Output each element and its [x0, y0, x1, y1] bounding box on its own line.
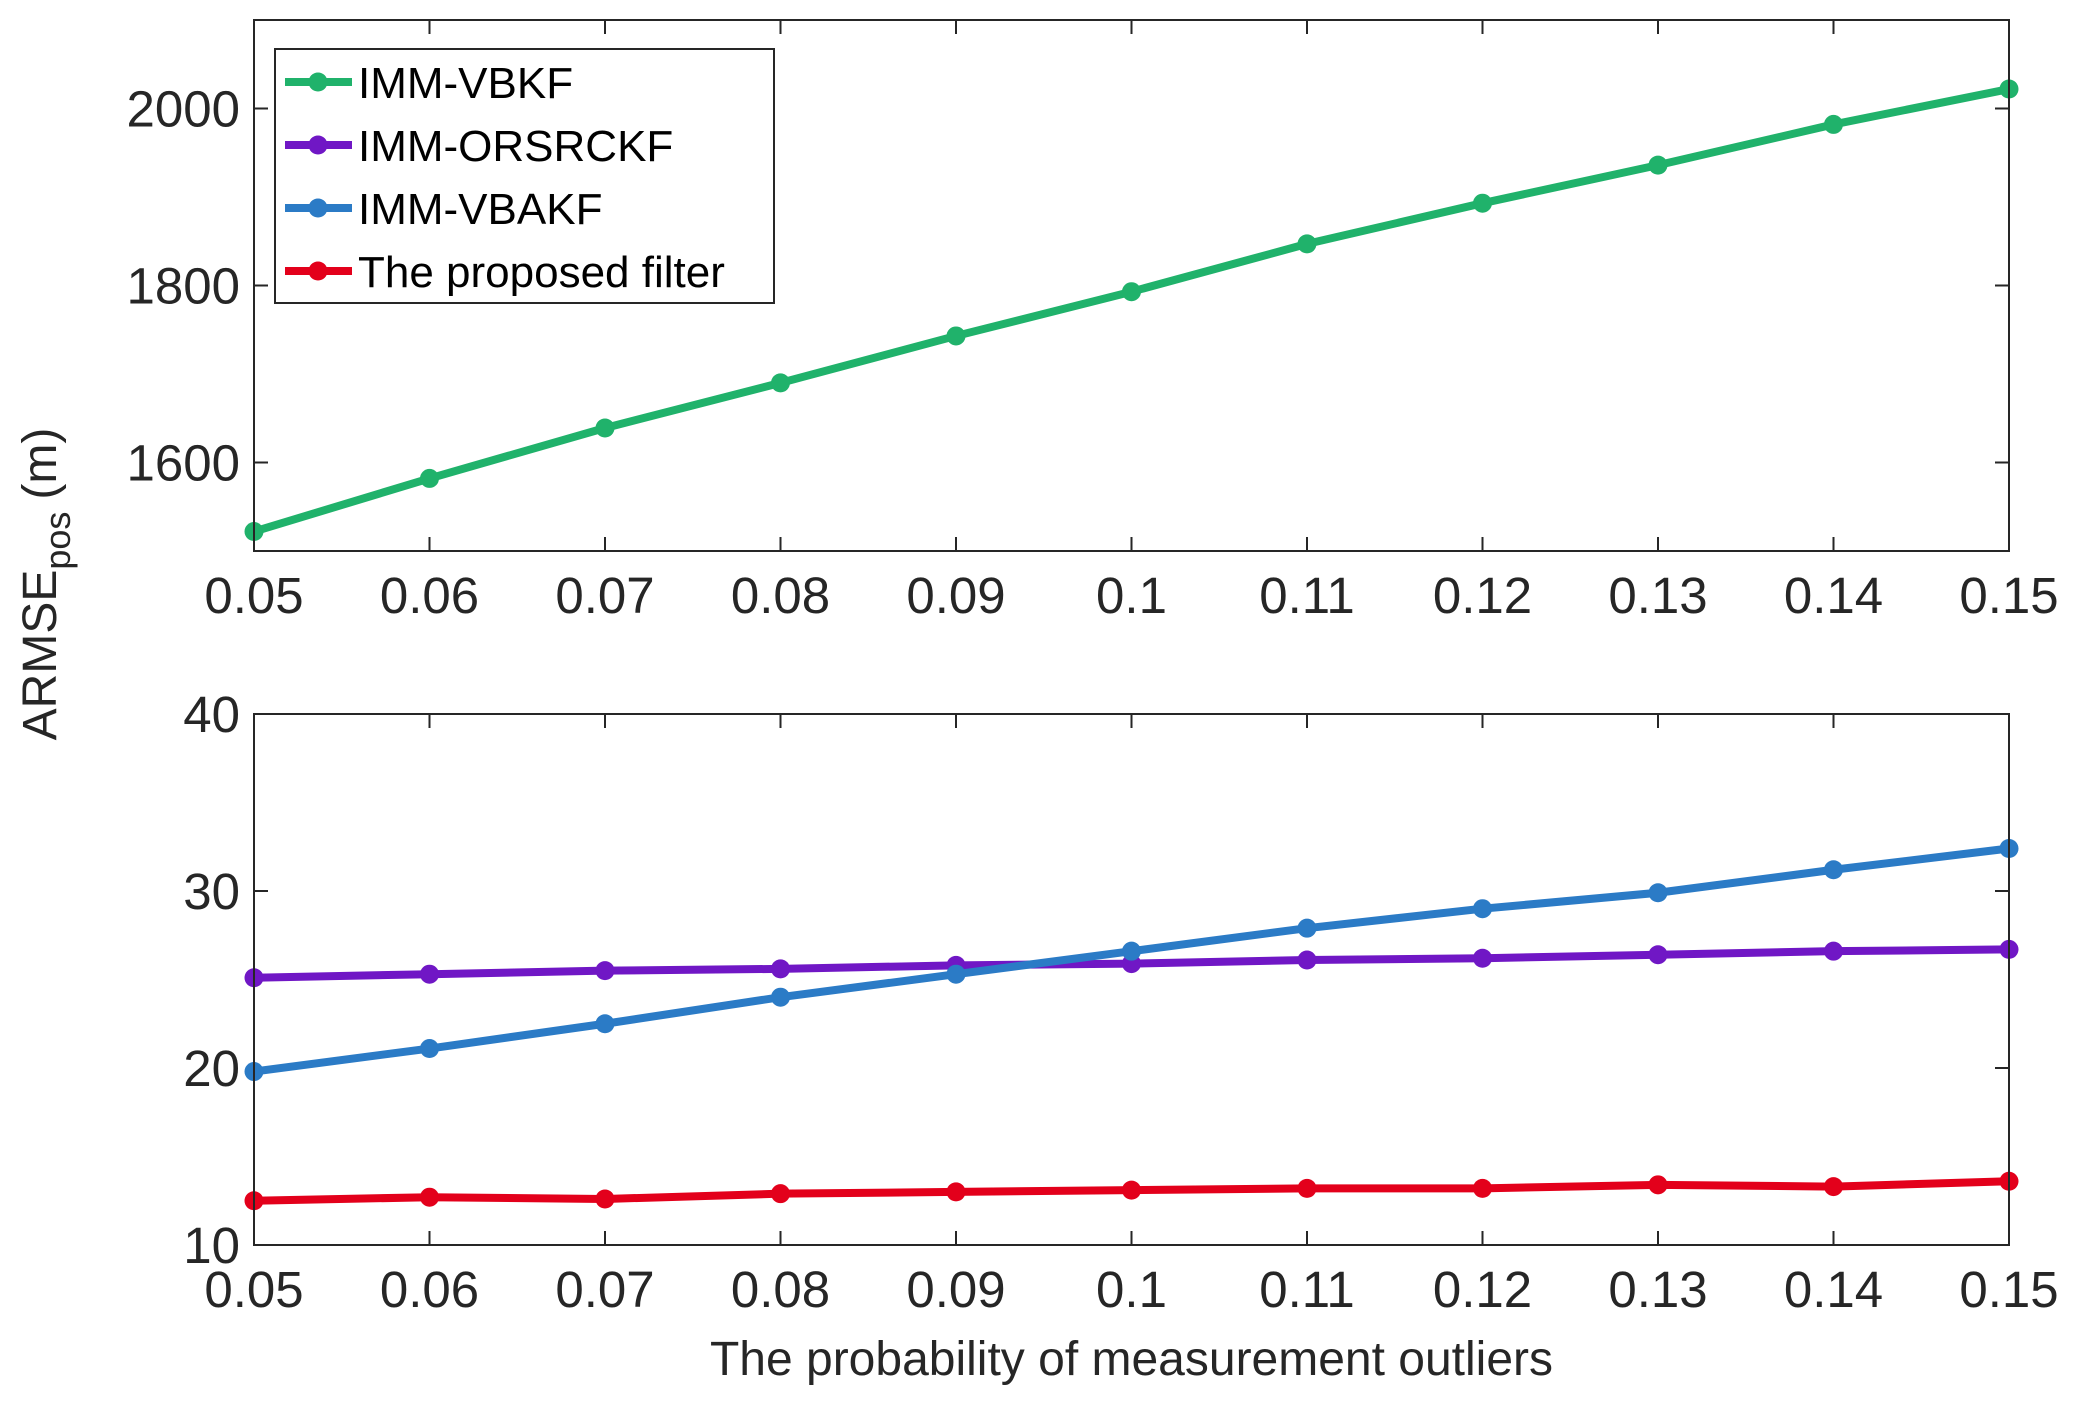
x-tick-label: 0.09 — [906, 567, 1005, 624]
marker — [595, 961, 615, 981]
marker — [1473, 193, 1492, 213]
x-tick-label: 0.1 — [1096, 1261, 1167, 1318]
y-tick-label: 20 — [183, 1040, 240, 1097]
legend-marker — [308, 72, 328, 92]
x-tick-label: 0.14 — [1784, 567, 1883, 624]
y-tick-label: 2000 — [127, 81, 240, 138]
y-label-subscript: pos — [37, 512, 78, 570]
marker — [1824, 941, 1843, 961]
x-tick-label: 0.13 — [1608, 567, 1707, 624]
marker — [1297, 1178, 1317, 1198]
marker — [1297, 918, 1317, 938]
marker — [1648, 945, 1668, 965]
x-tick-label: 0.12 — [1433, 567, 1532, 624]
y-tick-label: 10 — [183, 1217, 240, 1274]
legend: IMM-VBKF IMM-ORSRCKF IMM-VBAKF The proposed… — [274, 48, 775, 304]
x-axis-label: The probability of measurement outliers — [710, 1333, 1553, 1386]
marker — [420, 1187, 439, 1207]
legend-label: IMM-ORSRCKF — [358, 122, 673, 171]
marker — [1297, 950, 1317, 970]
marker — [946, 964, 966, 984]
marker — [946, 326, 966, 346]
x-tick-label: 0.07 — [555, 567, 654, 624]
marker — [1473, 948, 1492, 968]
x-tick-label: 0.11 — [1259, 1261, 1354, 1318]
axes-box — [253, 19, 2010, 552]
marker — [595, 1014, 615, 1034]
marker — [1122, 282, 1141, 302]
marker — [420, 964, 439, 984]
legend-label: IMM-VBKF — [358, 59, 573, 108]
marker — [1824, 1177, 1843, 1197]
x-tick-label: 0.11 — [1259, 567, 1354, 624]
x-tick-label: 0.1 — [1096, 567, 1167, 624]
plot-area — [254, 714, 2009, 1245]
marker — [1473, 1178, 1492, 1198]
y-label-main: ARMSE — [14, 570, 67, 741]
x-tick-label: 0.12 — [1433, 1261, 1532, 1318]
marker — [771, 959, 790, 979]
y-tick-label: 1600 — [127, 435, 240, 492]
x-tick-label: 0.05 — [204, 567, 303, 624]
marker — [1648, 1175, 1668, 1195]
x-tick-label: 0.07 — [555, 1261, 654, 1318]
marker — [1297, 234, 1317, 254]
legend-marker — [308, 261, 328, 281]
y-tick-label: 1800 — [127, 258, 240, 315]
x-tick-label: 0.15 — [1959, 1261, 2058, 1318]
legend-marker — [308, 135, 328, 155]
marker — [771, 1184, 790, 1204]
marker — [1824, 114, 1843, 134]
x-tick-label: 0.14 — [1784, 1261, 1883, 1318]
marker — [1648, 883, 1668, 903]
x-tick-label: 0.05 — [204, 1261, 303, 1318]
legend-marker — [308, 198, 328, 218]
x-tick-label: 0.08 — [731, 1261, 830, 1318]
axes-box — [253, 713, 2010, 1246]
marker — [771, 373, 790, 393]
x-tick-label: 0.06 — [380, 567, 479, 624]
marker — [1824, 860, 1843, 880]
marker — [1122, 1180, 1141, 1200]
marker — [595, 1189, 615, 1209]
marker — [1473, 899, 1492, 919]
legend-label: IMM-VBAKF — [358, 185, 602, 234]
marker — [771, 987, 790, 1007]
x-tick-label: 0.06 — [380, 1261, 479, 1318]
marker — [1648, 155, 1668, 175]
marker — [420, 468, 439, 488]
y-axis-label: ARMSEpos (m) — [14, 428, 78, 741]
x-tick-label: 0.08 — [731, 567, 830, 624]
marker — [946, 1182, 966, 1202]
y-tick-label: 40 — [183, 686, 240, 743]
marker — [595, 418, 615, 438]
marker — [420, 1039, 439, 1059]
x-tick-label: 0.09 — [906, 1261, 1005, 1318]
y-label-unit: (m) — [14, 428, 67, 500]
x-tick-label: 0.13 — [1608, 1261, 1707, 1318]
x-tick-label: 0.15 — [1959, 567, 2058, 624]
legend-box — [274, 48, 775, 304]
legend-label: The proposed filter — [358, 248, 725, 297]
y-tick-label: 30 — [183, 863, 240, 920]
marker — [1122, 941, 1141, 961]
